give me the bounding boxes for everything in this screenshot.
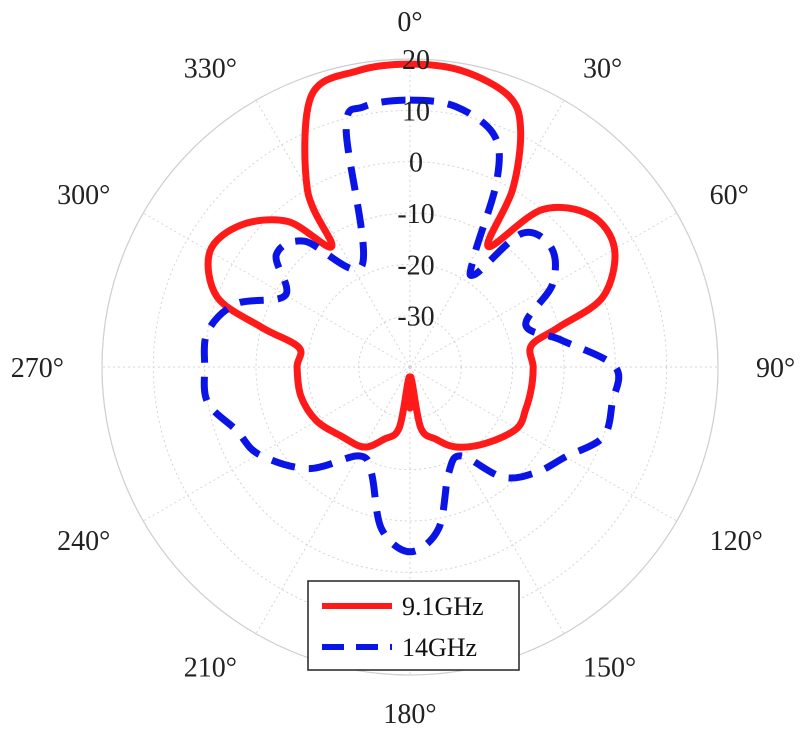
grid-spoke	[409, 366, 677, 522]
radial-tick-label: -20	[397, 250, 434, 281]
angle-tick-label: 240°	[57, 526, 110, 557]
angle-tick-label: 300°	[57, 180, 110, 211]
legend-label-9-1ghz: 9.1GHz	[402, 592, 484, 621]
angle-tick-label: 330°	[184, 53, 237, 84]
grid-spoke	[409, 212, 677, 368]
angle-tick-label: 0°	[397, 7, 422, 38]
grid-spoke	[143, 212, 411, 368]
radial-tick-label: 10	[402, 96, 430, 127]
angle-tick-label: 150°	[583, 653, 636, 684]
angle-tick-label: 120°	[710, 526, 763, 557]
grid-circle	[306, 263, 514, 471]
series-line-9-1ghz	[204, 60, 619, 451]
radial-tick-label: -30	[397, 302, 434, 333]
angle-tick-label: 270°	[11, 353, 64, 384]
radial-tick-label: 20	[402, 45, 430, 76]
angle-tick-label: 30°	[583, 53, 622, 84]
legend-label-14ghz: 14GHz	[402, 633, 477, 662]
angle-tick-label: 180°	[383, 699, 436, 730]
grid-spoke	[255, 366, 411, 634]
series-line-14ghz	[200, 96, 623, 556]
axis-labels: 0° 30° 60° 90° 120° 150° 180° 210° 240° 270° 300° 3…	[11, 7, 795, 730]
grid-spoke	[255, 100, 411, 368]
grid-spoke	[409, 100, 565, 368]
radial-tick-label: 0	[409, 148, 423, 179]
series-lines	[200, 60, 623, 556]
angle-tick-label: 60°	[710, 180, 749, 211]
grid-spoke	[143, 366, 411, 522]
angle-tick-label: 90°	[756, 353, 795, 384]
polar-grid	[101, 58, 719, 676]
outer-circle	[101, 58, 719, 676]
legend-box	[307, 580, 520, 671]
angle-tick-label: 210°	[184, 653, 237, 684]
grid-spoke	[409, 366, 565, 634]
radial-tick-label: -10	[397, 199, 434, 230]
grid-circle	[255, 212, 565, 522]
legend: 9.1GHz 14GHz	[307, 580, 520, 671]
